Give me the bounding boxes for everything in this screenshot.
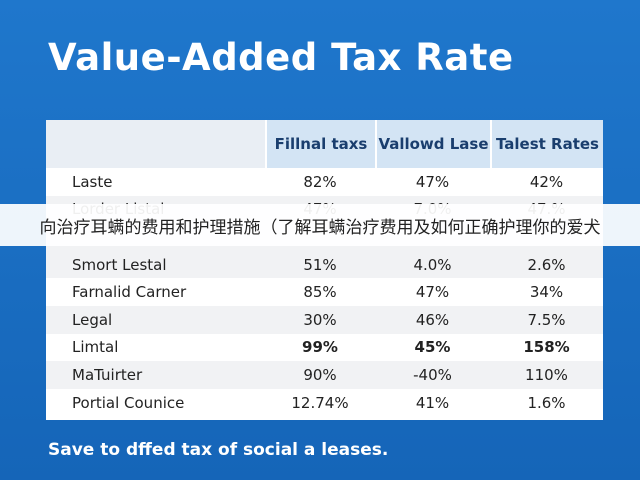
row-label: Limtal — [72, 338, 119, 357]
cell-value: 90% — [303, 365, 337, 384]
row-background — [46, 388, 603, 417]
cell-value: 47% — [415, 172, 450, 191]
banner: 向治疗耳螨的费用和护理措施（了解耳螨治疗费用及如何正确护理你的爱犬 — [0, 204, 640, 246]
row-label: Farnalid Carner — [72, 283, 187, 302]
cell-value: 1.6% — [527, 393, 566, 412]
cell-value: 7.5% — [527, 310, 566, 329]
cell-value: -40% — [413, 365, 452, 384]
cell-value: 110% — [525, 365, 568, 384]
cell-value: 82% — [303, 172, 337, 191]
row-label: MaTuirter — [72, 365, 143, 384]
footer: Save to dffed tax of social a leases. — [48, 440, 389, 460]
cell-value: 51% — [303, 255, 337, 274]
cell-value: 47% — [415, 283, 450, 302]
title: Value-Added Tax Rate — [48, 36, 514, 79]
column-header: Talest Rates — [490, 120, 603, 168]
cell-value: 45% — [414, 338, 451, 357]
cell-value: 4.0% — [413, 255, 452, 274]
cell-value: 30% — [303, 310, 337, 329]
row-background — [46, 361, 603, 389]
cell-value: 85% — [303, 283, 337, 302]
row-label: Smort Lestal — [72, 255, 167, 274]
column-header: Vallowd Lase — [375, 120, 490, 168]
table: Fillnal taxs Vallowd Lase Talest Rates Last… — [46, 120, 603, 420]
row-label: Legal — [72, 310, 113, 329]
column-header: Fillnal taxs — [265, 120, 375, 168]
row-label: Laste — [72, 172, 113, 191]
header-blank — [46, 120, 265, 168]
row-label: Portial Counice — [72, 393, 185, 412]
row-background — [46, 278, 603, 306]
cell-value: 2.6% — [527, 255, 566, 274]
row-background — [46, 168, 603, 196]
cell-value: 158% — [523, 338, 570, 357]
cell-value: 46% — [415, 310, 450, 329]
row-background — [46, 250, 603, 279]
cell-value: 34% — [529, 283, 564, 302]
cell-value: 99% — [302, 338, 338, 357]
row-background — [46, 333, 603, 362]
cell-value: 12.74% — [291, 393, 349, 412]
cell-value: 42% — [529, 172, 564, 191]
cell-value: 41% — [415, 393, 450, 412]
row-background — [46, 306, 603, 334]
